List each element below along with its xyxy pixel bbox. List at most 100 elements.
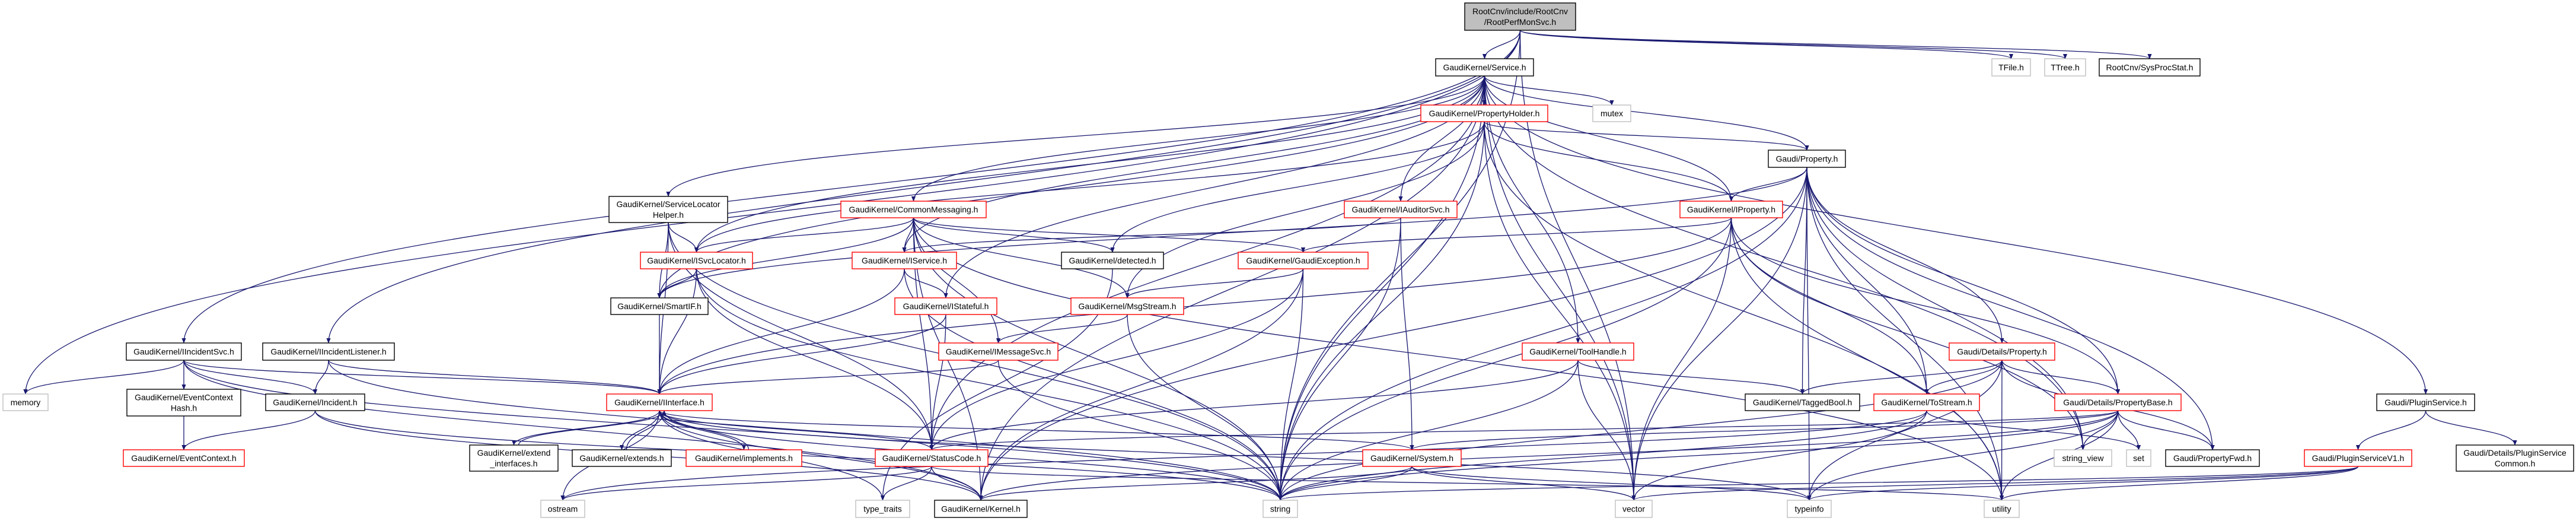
node-label: GaudiKernel/ServiceLocator xyxy=(616,199,720,209)
edge-propbase-to-strview xyxy=(2080,410,2119,450)
node-smartif[interactable]: GaudiKernel/SmartIF.h xyxy=(610,297,709,315)
node-tfile[interactable]: TFile.h xyxy=(1991,58,2031,77)
node-box xyxy=(938,342,1059,361)
node-label: GaudiKernel/EventContext.h xyxy=(131,453,236,463)
node-imsgsvc[interactable]: GaudiKernel/IMessageSvc.h xyxy=(938,342,1059,361)
edge-service-to-statuscode xyxy=(929,75,1485,450)
node-service[interactable]: GaudiKernel/Service.h xyxy=(1435,58,1534,77)
node-evhash[interactable]: GaudiKernel/EventContext Hash.h xyxy=(126,389,241,417)
edge-implements-to-iinterface xyxy=(662,410,750,450)
node-box xyxy=(1768,150,1846,168)
node-strview[interactable]: string_view xyxy=(2054,449,2112,467)
node-box xyxy=(2165,449,2260,467)
node-detprop[interactable]: Gaudi/Details/Property.h xyxy=(1949,342,2055,361)
node-system[interactable]: GaudiKernel/System.h xyxy=(1362,449,1462,467)
node-extends[interactable]: GaudiKernel/extends.h xyxy=(572,449,672,467)
node-iincsvc[interactable]: GaudiKernel/IIncidentSvc.h xyxy=(126,342,242,361)
node-box xyxy=(608,196,728,223)
node-sysproc[interactable]: RootCnv/SysProcStat.h xyxy=(2099,58,2201,77)
node-detected[interactable]: GaudiKernel/detected.h xyxy=(1061,252,1164,269)
node-propbase[interactable]: Gaudi/Details/PropertyBase.h xyxy=(2054,393,2182,411)
node-ostream[interactable]: ostream xyxy=(540,500,585,518)
node-box xyxy=(1991,58,2031,77)
node-propfwd[interactable]: Gaudi/PropertyFwd.h xyxy=(2165,449,2260,467)
node-box xyxy=(1464,2,1576,31)
node-label: string_view xyxy=(2062,453,2104,463)
node-tagged[interactable]: GaudiKernel/TaggedBool.h xyxy=(1745,393,1860,411)
edge-psv1-to-vector xyxy=(1631,466,2359,501)
node-box xyxy=(1787,500,1832,518)
node-string[interactable]: string xyxy=(1263,500,1298,518)
node-iproperty[interactable]: GaudiKernel/IProperty.h xyxy=(1679,201,1783,218)
edge-iservice-to-iinterface xyxy=(657,268,905,395)
node-label: GaudiKernel/IMessageSvc.h xyxy=(946,347,1051,357)
node-extif[interactable]: GaudiKernel/extend_interfaces.h xyxy=(469,444,559,472)
node-implements[interactable]: GaudiKernel/implements.h xyxy=(686,449,802,467)
node-set[interactable]: set xyxy=(2126,449,2151,467)
node-label: GaudiKernel/System.h xyxy=(1370,453,1453,463)
edge-statuscode-to-ostream xyxy=(560,466,932,501)
edge-propbase-to-propfwd xyxy=(2117,410,2215,450)
node-box xyxy=(610,297,709,315)
node-pluginsvc[interactable]: Gaudi/PluginService.h xyxy=(2376,393,2475,411)
node-label: GaudiKernel/IAuditorSvc.h xyxy=(1352,205,1450,214)
edge-property-to-tostream xyxy=(1806,167,1929,395)
node-psv1[interactable]: Gaudi/PluginServiceV1.h xyxy=(2304,449,2412,467)
node-iinclist[interactable]: GaudiKernel/IIncidentListener.h xyxy=(262,342,395,361)
node-incident[interactable]: GaudiKernel/Incident.h xyxy=(265,393,365,411)
node-box xyxy=(1745,393,1860,411)
edge-property-to-vector xyxy=(1631,167,1807,501)
edge-iauditor-to-string xyxy=(1278,217,1401,501)
edge-isvcloc-to-smartif xyxy=(657,268,697,298)
node-label: GaudiKernel/PropertyHolder.h xyxy=(1429,109,1540,118)
node-memory[interactable]: memory xyxy=(2,393,49,411)
node-mutex[interactable]: mutex xyxy=(1592,104,1631,122)
node-label: GaudiKernel/extend xyxy=(477,448,551,458)
edge-extif-to-iinterface xyxy=(518,410,667,446)
edge-tostream-to-vector xyxy=(1631,410,1927,501)
node-msgstream[interactable]: GaudiKernel/MsgStream.h xyxy=(1070,297,1184,315)
edge-msgstream-to-imsgsvc xyxy=(996,314,1128,344)
node-istateful[interactable]: GaudiKernel/IStateful.h xyxy=(894,297,997,315)
edge-incident-to-evctx xyxy=(181,410,316,450)
node-toolhandle[interactable]: GaudiKernel/ToolHandle.h xyxy=(1522,342,1634,361)
node-root[interactable]: RootCnv/include/RootCnv/RootPerfMonSvc.h xyxy=(1464,2,1576,31)
node-typeinfo[interactable]: typeinfo xyxy=(1787,500,1832,518)
node-box xyxy=(572,449,672,467)
edge-propbase-to-string xyxy=(1278,410,2119,501)
node-vector[interactable]: vector xyxy=(1615,500,1653,518)
node-kernel[interactable]: GaudiKernel/Kernel.h xyxy=(934,500,1028,518)
node-statuscode[interactable]: GaudiKernel/StatusCode.h xyxy=(875,449,989,467)
edge-service-to-iservice xyxy=(902,75,1485,253)
node-label: GaudiKernel/Kernel.h xyxy=(941,504,1021,514)
node-gexc[interactable]: GaudiKernel/GaudiException.h xyxy=(1238,252,1369,269)
node-property[interactable]: Gaudi/Property.h xyxy=(1768,150,1846,168)
edge-detprop-to-tagged xyxy=(1800,360,2003,395)
node-label: utility xyxy=(1992,504,2011,514)
node-box xyxy=(1263,500,1298,518)
node-tostream[interactable]: GaudiKernel/ToStream.h xyxy=(1873,393,1980,411)
edge-iinclist-to-incident xyxy=(313,360,329,395)
edge-statuscode-to-typetraits xyxy=(880,466,932,501)
edge-statuscode-to-kernel xyxy=(931,466,983,501)
node-propholder[interactable]: GaudiKernel/PropertyHolder.h xyxy=(1420,104,1548,122)
edge-iincsvc-to-memory xyxy=(23,360,184,395)
node-ttree[interactable]: TTree.h xyxy=(2044,58,2086,77)
node-box xyxy=(640,252,753,269)
node-iinterface[interactable]: GaudiKernel/IInterface.h xyxy=(606,393,713,411)
node-commonmsg[interactable]: GaudiKernel/CommonMessaging.h xyxy=(840,201,987,218)
node-box xyxy=(1435,58,1534,77)
edge-root-to-service xyxy=(1482,30,1521,59)
node-label: mutex xyxy=(1601,109,1623,118)
node-typetraits[interactable]: type_traits xyxy=(855,500,910,518)
node-box xyxy=(2304,449,2412,467)
node-iservice[interactable]: GaudiKernel/IService.h xyxy=(852,252,957,269)
node-utility[interactable]: utility xyxy=(1984,500,2020,518)
node-iauditor[interactable]: GaudiKernel/IAuditorSvc.h xyxy=(1344,201,1458,218)
edge-psv1-to-utility xyxy=(2000,466,2359,501)
node-isvcloc[interactable]: GaudiKernel/ISvcLocator.h xyxy=(640,252,753,269)
node-box xyxy=(1873,393,1980,411)
node-evctx[interactable]: GaudiKernel/EventContext.h xyxy=(123,449,245,467)
